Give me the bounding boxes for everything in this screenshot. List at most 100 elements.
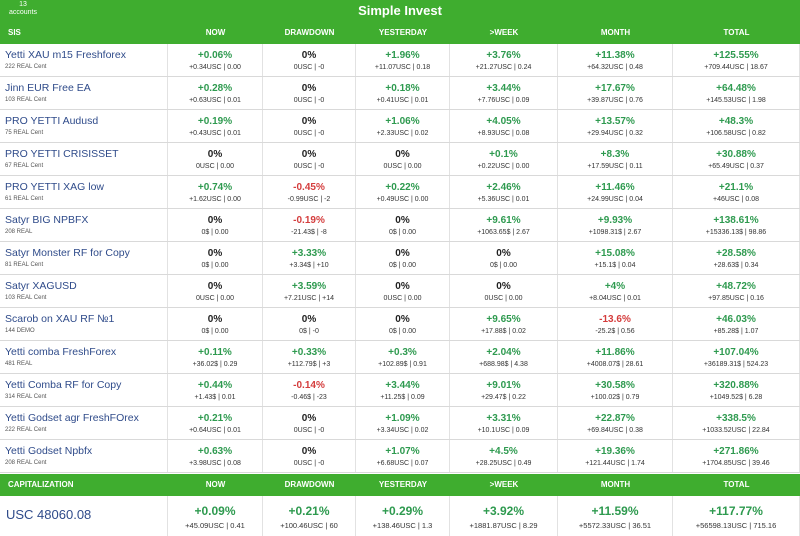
week-amount: +5.36USC | 0.01 [477, 195, 530, 203]
account-name-cell[interactable]: Yetti Godset Npbfx 208 REAL Cent [0, 439, 168, 472]
table-row[interactable]: PRO YETTI Audusd 75 REAL Cent +0.19% +0.43U… [0, 109, 800, 143]
cell-drawdown: 0% 0$ | -0 [263, 307, 356, 340]
month-percent: +4% [604, 280, 626, 292]
account-name[interactable]: Yetti Godset Npbfx [5, 444, 93, 457]
yesterday-amount: +102.89$ | 0.91 [378, 360, 427, 368]
yesterday-amount: 0USC | 0.00 [383, 162, 422, 170]
cap-now-amount: +45.09USC | 0.41 [185, 521, 245, 530]
month-amount: +39.87USC | 0.76 [587, 96, 643, 104]
table-row[interactable]: Jinn EUR Free EA 103 REAL Cent +0.28% +0.63… [0, 76, 800, 110]
now-amount: +0.43USC | 0.01 [189, 129, 241, 137]
col-header-week[interactable]: >WEEK [489, 28, 519, 37]
yesterday-percent: +0.22% [385, 181, 420, 193]
table-row[interactable]: PRO YETTI XAG low 61 REAL Cent +0.74% +1.62… [0, 175, 800, 209]
month-amount: +17.59USC | 0.11 [587, 162, 643, 170]
account-name[interactable]: PRO YETTI Audusd [5, 114, 99, 127]
account-name[interactable]: Satyr BIG NPBFX [5, 213, 89, 226]
account-name-cell[interactable]: PRO YETTI CRISISSET 67 REAL Cent [0, 142, 168, 175]
cell-yesterday: 0% 0$ | 0.00 [356, 241, 450, 274]
cell-now: 0% 0USC | 0.00 [168, 142, 263, 175]
now-percent: +0.21% [197, 412, 233, 424]
account-name-cell[interactable]: Satyr BIG NPBFX 208 REAL [0, 208, 168, 241]
table-row[interactable]: Satyr BIG NPBFX 208 REAL 0% 0$ | 0.00 -0.19%… [0, 208, 800, 242]
cell-total: +30.88% +65.49USC | 0.37 [673, 142, 800, 175]
col-header-sis[interactable]: SIS [8, 28, 21, 37]
account-name[interactable]: Satyr Monster RF for Copy [5, 246, 130, 259]
cell-week: +9.01% +29.47$ | 0.22 [450, 373, 558, 406]
col-header-drawdown[interactable]: DRAWDOWN [284, 28, 335, 37]
account-name-cell[interactable]: Yetti Godset agr FreshFOrex 222 REAL Cent [0, 406, 168, 439]
table-row[interactable]: PRO YETTI CRISISSET 67 REAL Cent 0% 0USC | … [0, 142, 800, 176]
account-name[interactable]: Jinn EUR Free EA [5, 81, 91, 94]
cap-yesterday-percent: +0.29% [381, 504, 424, 518]
account-name[interactable]: Yetti Godset agr FreshFOrex [5, 411, 139, 424]
accounts-counter[interactable]: 13 accounts [8, 1, 38, 17]
now-amount: 0USC | 0.00 [195, 162, 234, 170]
month-amount: +69.84USC | 0.38 [587, 426, 643, 434]
table-row[interactable]: Yetti XAU m15 Freshforex 222 REAL Cent +0.… [0, 44, 800, 77]
col-header-month[interactable]: MONTH [600, 28, 631, 37]
account-name[interactable]: Satyr XAGUSD [5, 279, 77, 292]
account-name-cell[interactable]: Scarob on XAU RF №1 144 DEMO [0, 307, 168, 340]
account-name-cell[interactable]: Yetti XAU m15 Freshforex 222 REAL Cent [0, 44, 168, 76]
account-name[interactable]: Yetti Comba RF for Copy [5, 378, 122, 391]
table-row[interactable]: Yetti Comba RF for Copy 314 REAL Cent +0.4… [0, 373, 800, 407]
account-name[interactable]: Scarob on XAU RF №1 [5, 312, 115, 325]
account-name[interactable]: Yetti comba FreshForex [5, 345, 117, 358]
month-percent: +22.87% [595, 412, 635, 424]
col-header-yesterday[interactable]: YESTERDAY [378, 28, 428, 37]
now-amount: +1.62USC | 0.00 [189, 195, 241, 203]
account-name[interactable]: PRO YETTI CRISISSET [5, 147, 119, 160]
account-name-cell[interactable]: PRO YETTI XAG low 61 REAL Cent [0, 175, 168, 208]
yesterday-amount: +11.25$ | 0.09 [380, 393, 425, 401]
now-percent: +0.19% [197, 115, 233, 127]
table-row[interactable]: Satyr XAGUSD 103 REAL Cent 0% 0USC | 0.00 +3… [0, 274, 800, 308]
drawdown-percent: 0% [301, 82, 317, 94]
account-name-cell[interactable]: Yetti comba FreshForex 481 REAL [0, 340, 168, 373]
cap-drawdown-amount: +100.46USC | 60 [280, 521, 338, 530]
cell-yesterday: 0% 0USC | 0.00 [356, 142, 450, 175]
month-percent: +15.08% [595, 247, 635, 259]
total-amount: +1049.52$ | 6.28 [709, 393, 763, 401]
month-amount: +15.1$ | 0.04 [594, 261, 636, 269]
account-type: 208 REAL Cent [5, 459, 47, 466]
table-row[interactable]: Satyr Monster RF for Copy 81 REAL Cent 0% 0… [0, 241, 800, 275]
cell-week: +2.46% +5.36USC | 0.01 [450, 175, 558, 208]
account-name[interactable]: PRO YETTI XAG low [5, 180, 104, 193]
month-percent: +17.67% [595, 82, 635, 94]
account-name-cell[interactable]: Satyr Monster RF for Copy 81 REAL Cent [0, 241, 168, 274]
account-name-cell[interactable]: Jinn EUR Free EA 103 REAL Cent [0, 76, 168, 109]
drawdown-percent: -0.14% [293, 379, 325, 391]
month-amount: +24.99USC | 0.04 [587, 195, 643, 203]
account-name-cell[interactable]: Satyr XAGUSD 103 REAL Cent [0, 274, 168, 307]
account-name[interactable]: Yetti XAU m15 Freshforex [5, 49, 126, 61]
yesterday-amount: +3.34USC | 0.02 [376, 426, 429, 434]
table-row[interactable]: Scarob on XAU RF №1 144 DEMO 0% 0$ | 0.00 0%… [0, 307, 800, 341]
table-row[interactable]: Yetti Godset Npbfx 208 REAL Cent +0.63% +3.… [0, 439, 800, 473]
cell-yesterday: +1.07% +6.68USC | 0.07 [356, 439, 450, 472]
account-type: 61 REAL Cent [5, 195, 44, 202]
top-bar: 13 accounts Simple Invest [0, 0, 800, 22]
table-row[interactable]: Yetti comba FreshForex 481 REAL +0.11% +36.… [0, 340, 800, 374]
col-header-total[interactable]: TOTAL [723, 28, 750, 37]
account-name-cell[interactable]: PRO YETTI Audusd 75 REAL Cent [0, 109, 168, 142]
month-amount: +64.32USC | 0.48 [587, 64, 643, 71]
account-name-cell[interactable]: Yetti Comba RF for Copy 314 REAL Cent [0, 373, 168, 406]
col-header-now[interactable]: NOW [205, 28, 226, 37]
cell-yesterday: +0.22% +0.49USC | 0.00 [356, 175, 450, 208]
week-percent: 0% [496, 280, 511, 292]
week-amount: +28.25USC | 0.49 [475, 459, 532, 467]
table-row[interactable]: Yetti Godset agr FreshFOrex 222 REAL Cent… [0, 406, 800, 440]
cap-yesterday-amount: +138.46USC | 1.3 [372, 521, 433, 530]
yesterday-percent: +0.18% [385, 82, 420, 94]
month-amount: +100.02$ | 0.79 [590, 393, 640, 401]
cell-total: +107.04% +36189.31$ | 524.23 [673, 340, 800, 373]
yesterday-amount: 0$ | 0.00 [388, 327, 417, 335]
cell-week: +4.5% +28.25USC | 0.49 [450, 439, 558, 472]
account-type: 103 REAL Cent [5, 294, 47, 301]
cell-yesterday: +3.44% +11.25$ | 0.09 [356, 373, 450, 406]
cell-now: 0% 0$ | 0.00 [168, 241, 263, 274]
cell-total: +125.55% +709.44USC | 18.67 [673, 44, 800, 76]
yesterday-percent: +1.96% [385, 50, 420, 61]
yesterday-percent: +1.07% [385, 445, 420, 457]
